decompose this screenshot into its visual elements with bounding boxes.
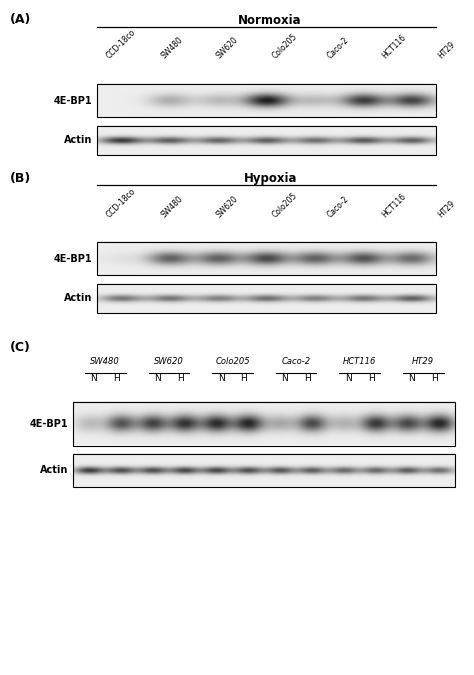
Text: Caco-2: Caco-2 (326, 194, 350, 219)
Text: Actin: Actin (40, 466, 69, 475)
Text: SW620: SW620 (154, 357, 184, 366)
Text: Actin: Actin (64, 136, 92, 145)
Text: Caco-2: Caco-2 (282, 357, 310, 366)
Text: SW480: SW480 (91, 357, 120, 366)
Text: SW620: SW620 (215, 36, 240, 61)
Text: SW620: SW620 (215, 194, 240, 219)
Text: HCT116: HCT116 (381, 192, 409, 219)
Text: HCT116: HCT116 (343, 357, 376, 366)
Bar (97, 84, 436, 117)
Text: HCT116: HCT116 (381, 33, 409, 61)
Bar (73, 402, 455, 446)
Text: (A): (A) (9, 14, 31, 26)
Text: 4E-BP1: 4E-BP1 (54, 96, 92, 105)
Text: HT29: HT29 (436, 199, 456, 219)
Text: Caco-2: Caco-2 (326, 36, 350, 61)
Text: SW480: SW480 (160, 36, 185, 61)
Text: 4E-BP1: 4E-BP1 (30, 418, 69, 429)
Text: H: H (368, 374, 374, 383)
Text: N: N (345, 374, 352, 383)
Text: SW480: SW480 (160, 194, 185, 219)
Text: CCD-18co: CCD-18co (104, 186, 137, 219)
Text: N: N (409, 374, 415, 383)
Text: H: H (431, 374, 438, 383)
Text: H: H (113, 374, 120, 383)
Text: Colo205: Colo205 (270, 191, 299, 219)
Text: N: N (154, 374, 161, 383)
Text: H: H (240, 374, 247, 383)
Bar (97, 126, 436, 155)
Text: N: N (218, 374, 224, 383)
Text: (C): (C) (9, 341, 30, 354)
Bar (97, 284, 436, 313)
Text: 4E-BP1: 4E-BP1 (54, 254, 92, 263)
Text: HT29: HT29 (412, 357, 434, 366)
Text: Actin: Actin (64, 294, 92, 303)
Text: H: H (177, 374, 184, 383)
Text: (B): (B) (9, 172, 31, 185)
Text: Normoxia: Normoxia (238, 14, 302, 27)
Text: CCD-18co: CCD-18co (104, 28, 137, 61)
Text: H: H (304, 374, 311, 383)
Text: Colo205: Colo205 (215, 357, 250, 366)
Bar (73, 454, 455, 487)
Text: N: N (91, 374, 97, 383)
Text: N: N (281, 374, 288, 383)
Text: Colo205: Colo205 (270, 32, 299, 61)
Text: Hypoxia: Hypoxia (244, 172, 297, 185)
Bar (97, 242, 436, 275)
Text: HT29: HT29 (436, 40, 456, 61)
